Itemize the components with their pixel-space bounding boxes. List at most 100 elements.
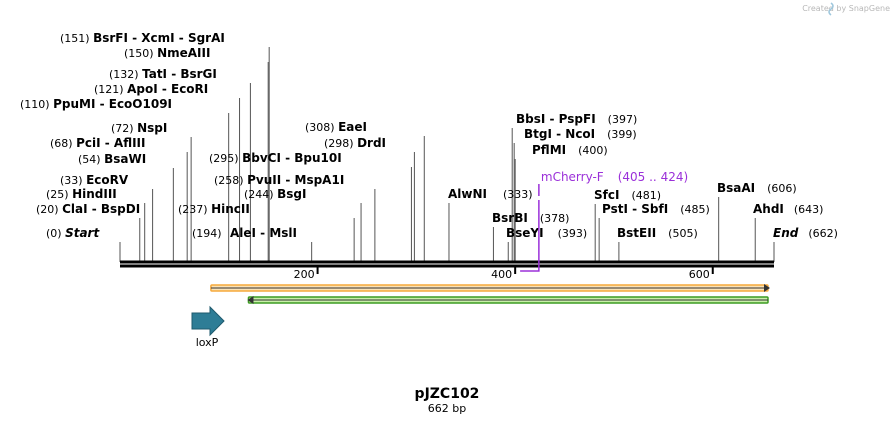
site-label[interactable]: (295) BbvCI - Bpu10I (209, 151, 342, 165)
site-label[interactable]: (68) PciI - AflIII (50, 136, 145, 150)
site-position: (33) (60, 174, 86, 187)
site-name: PflMI (532, 143, 566, 157)
site-label[interactable]: (151) BsrFI - XcmI - SgrAI (60, 31, 225, 45)
site-label[interactable]: BseYI (393) (506, 226, 587, 240)
site-label[interactable]: (298) DrdI (324, 136, 386, 150)
site-label[interactable]: (150) NmeAIII (124, 46, 210, 60)
site-position: (298) (324, 137, 357, 150)
ruler-tick-label: 600 (689, 268, 710, 281)
site-label[interactable]: End (662) (773, 226, 838, 240)
site-label[interactable]: BtgI - NcoI (399) (524, 127, 637, 141)
site-label[interactable]: AlwNI (333) (448, 187, 533, 201)
site-position: (54) (78, 153, 104, 166)
ruler-tick-label: 400 (491, 268, 512, 281)
site-position: (378) (540, 212, 570, 225)
site-position: (237) (178, 203, 211, 216)
plasmid-length: 662 bp (428, 402, 466, 415)
site-name: BsrFI - XcmI - SgrAI (93, 31, 225, 45)
site-name: PstI - SbfI (602, 202, 668, 216)
site-label[interactable]: (244) BsgI (244, 187, 306, 201)
site-name: PvuII - MspA1I (247, 173, 344, 187)
site-label[interactable]: BsaAI (606) (717, 181, 797, 195)
site-position: (258) (214, 174, 247, 187)
site-position: (295) (209, 152, 242, 165)
site-label[interactable]: (308) EaeI (305, 120, 367, 134)
site-name: Start (65, 226, 100, 240)
site-position: (244) (244, 188, 277, 201)
site-position: (333) (503, 188, 533, 201)
site-name: End (773, 226, 799, 240)
site-label[interactable]: (25) HindIII (46, 187, 117, 201)
credit-text: Created by SnapGene (802, 4, 890, 13)
site-name: HindIII (72, 187, 117, 201)
site-position: (150) (124, 47, 157, 60)
site-label[interactable]: (121) ApoI - EcoRI (94, 82, 208, 96)
site-name: BbsI - PspFI (516, 112, 596, 126)
site-position: (397) (608, 113, 638, 126)
site-name: PciI - AflIII (76, 136, 145, 150)
site-name: HincII (211, 202, 250, 216)
site-lines (119, 47, 775, 262)
site-name: BbvCI - Bpu10I (242, 151, 342, 165)
primer-arrow-icon[interactable] (520, 200, 540, 272)
site-label[interactable]: (194) AleI - MslI (192, 226, 297, 240)
primer-mcherry-f[interactable]: mCherry-F (405 .. 424) (520, 170, 688, 272)
primer-name: mCherry-F (541, 170, 604, 184)
plasmid-name: pJZC102 (415, 386, 480, 402)
loxp-feature[interactable]: loxP (191, 305, 225, 349)
site-label[interactable]: (20) ClaI - BspDI (36, 202, 140, 216)
site-label[interactable]: (132) TatI - BsrGI (109, 67, 217, 81)
site-label[interactable]: (54) BsaWI (78, 152, 146, 166)
site-name: BsgI (277, 187, 306, 201)
site-position: (68) (50, 137, 76, 150)
site-position: (505) (668, 227, 698, 240)
site-position: (400) (578, 144, 608, 157)
site-label[interactable]: (33) EcoRV (60, 173, 129, 187)
site-name: NspI (137, 121, 167, 135)
site-name: ApoI - EcoRI (127, 82, 208, 96)
features (210, 284, 770, 304)
ruler-tick-label: 200 (294, 268, 315, 281)
ruler: 200 400 600 (294, 266, 714, 281)
site-label[interactable]: (0) Start (46, 226, 100, 240)
site-label[interactable]: (258) PvuII - MspA1I (214, 173, 344, 187)
site-label[interactable]: AhdI (643) (753, 202, 823, 216)
site-label[interactable]: SfcI (481) (594, 188, 661, 202)
site-position: (132) (109, 68, 142, 81)
site-name: EcoRV (86, 173, 129, 187)
site-position: (643) (794, 203, 824, 216)
site-position: (399) (607, 128, 637, 141)
site-label[interactable]: PflMI (400) (532, 143, 608, 157)
site-name: BsaWI (104, 152, 146, 166)
site-name: AlwNI (448, 187, 487, 201)
site-label[interactable]: BbsI - PspFI (397) (516, 112, 637, 126)
site-position: (662) (808, 227, 838, 240)
site-position: (20) (36, 203, 62, 216)
site-name: BseYI (506, 226, 544, 240)
site-name: NmeAIII (157, 46, 210, 60)
snapgene-logo-icon (828, 2, 834, 16)
site-name: PpuMI - EcoO109I (53, 97, 172, 111)
site-position: (72) (111, 122, 137, 135)
site-label[interactable]: (110) PpuMI - EcoO109I (20, 97, 172, 111)
site-label[interactable]: BstEII (505) (617, 226, 698, 240)
site-name: AhdI (753, 202, 784, 216)
site-position: (485) (680, 203, 710, 216)
site-label[interactable]: PstI - SbfI (485) (602, 202, 710, 216)
site-name: BtgI - NcoI (524, 127, 595, 141)
site-position: (110) (20, 98, 53, 111)
site-label[interactable]: (72) NspI (111, 121, 167, 135)
loxp-arrow-icon[interactable] (191, 305, 225, 337)
primer-label[interactable]: mCherry-F (405 .. 424) (541, 170, 688, 184)
site-position: (308) (305, 121, 338, 134)
site-name: SfcI (594, 188, 619, 202)
primer-range: (405 .. 424) (618, 170, 688, 184)
site-name: DrdI (357, 136, 386, 150)
site-position: (151) (60, 32, 93, 45)
sequence-backbone[interactable] (120, 260, 774, 268)
site-label[interactable]: (237) HincII (178, 202, 250, 216)
site-label[interactable]: BsrBI (378) (492, 211, 569, 225)
site-position: (393) (558, 227, 588, 240)
site-name: AleI - MslI (230, 226, 297, 240)
